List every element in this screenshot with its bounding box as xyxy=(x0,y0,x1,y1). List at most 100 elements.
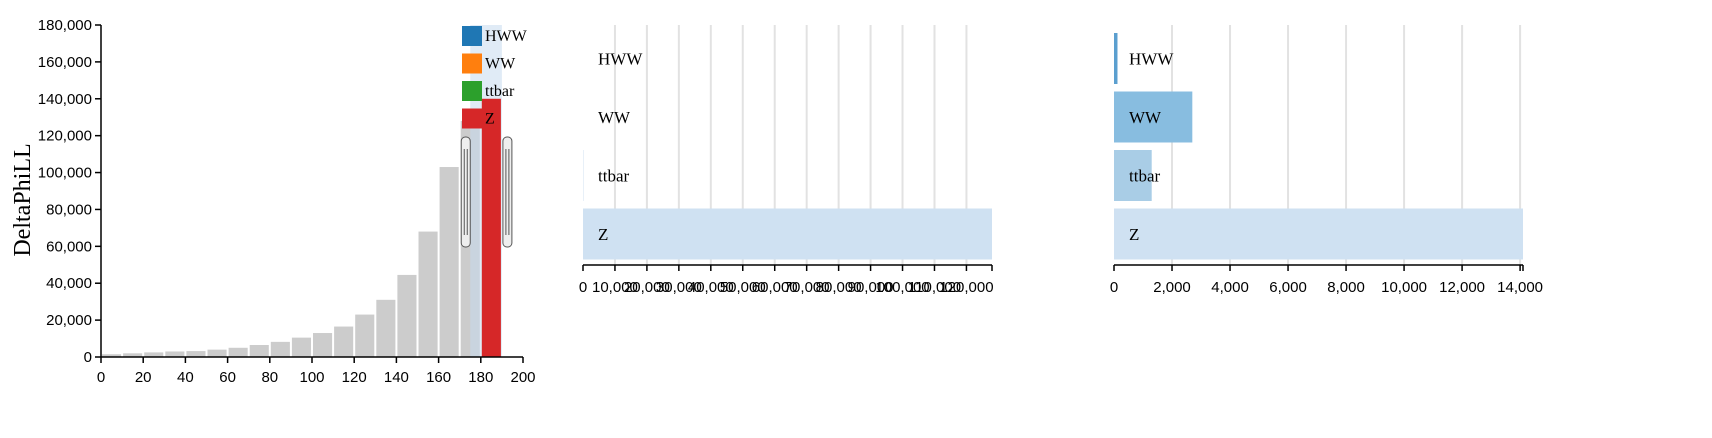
handle-body[interactable] xyxy=(502,136,513,248)
x-tick-label: 200 xyxy=(510,369,535,386)
y-tick-label: 60,000 xyxy=(46,238,92,255)
x-tick-label: 80 xyxy=(261,369,278,386)
category-label: Z xyxy=(598,225,608,244)
x-tick-label: 80,000 xyxy=(816,279,862,296)
category-label: WW xyxy=(598,108,631,127)
category-label: WW xyxy=(1129,108,1162,127)
x-tick-label: 100 xyxy=(299,369,324,386)
y-tick-label: 40,000 xyxy=(46,275,92,292)
bar xyxy=(1114,208,1523,260)
y-tick-label: 0 xyxy=(84,349,92,366)
x-tick-label: 6,000 xyxy=(1269,279,1307,296)
x-tick-label: 0 xyxy=(579,279,587,296)
x-tick-label: 180 xyxy=(468,369,493,386)
histogram-bars xyxy=(102,120,480,358)
histogram-bar xyxy=(249,345,269,357)
brush-handle-left[interactable] xyxy=(460,136,471,248)
histogram-bar xyxy=(418,231,438,357)
x-tick-label: 20,000 xyxy=(624,279,670,296)
legend-swatch xyxy=(462,108,482,129)
bar xyxy=(1114,150,1152,201)
x-tick-label: 160 xyxy=(426,369,451,386)
legend-label: WW xyxy=(485,56,516,73)
x-tick-label: 0 xyxy=(97,369,105,386)
category-label: Z xyxy=(1129,225,1139,244)
histogram-chart: DeltaPhiLL 0 20,000 40,000 60,000 80,000 100,… xyxy=(10,17,536,386)
selected-bar xyxy=(481,98,501,358)
selected-bar-group xyxy=(481,98,501,358)
x-tick-label: 40,000 xyxy=(688,279,734,296)
y-tick-label: 120,000 xyxy=(38,128,92,145)
x-axis: 0 2,000 4,000 6,000 8,000 10,000 12,000 14,000 xyxy=(1110,264,1543,296)
x-tick-label: 70,000 xyxy=(784,279,830,296)
histogram-bar xyxy=(186,351,206,357)
y-axis: 0 20,000 40,000 60,000 80,000 100,000 120,000 1… xyxy=(38,17,102,366)
category-label: ttbar xyxy=(1129,167,1160,186)
legend-swatch xyxy=(462,81,482,101)
x-tick-label: 110,000 xyxy=(908,279,961,296)
histogram-bar xyxy=(165,351,185,357)
y-tick-label: 140,000 xyxy=(38,91,92,108)
x-axis: 0 10,00020,00030,00040,00050,00060,00070,… xyxy=(579,264,994,296)
handle-body[interactable] xyxy=(460,136,471,248)
x-tick-label: 50,000 xyxy=(720,279,766,296)
histogram-bar xyxy=(313,333,333,357)
legend-label: HWW xyxy=(485,28,528,45)
histogram-bar xyxy=(355,314,375,357)
x-tick-label: 60 xyxy=(219,369,236,386)
x-tick-label: 10,000 xyxy=(1381,279,1427,296)
histogram-bar xyxy=(291,337,311,357)
x-tick-label: 0 xyxy=(1110,279,1118,296)
x-tick-label: 20 xyxy=(135,369,152,386)
x-tick-label: 30,000 xyxy=(656,279,702,296)
bar xyxy=(1114,91,1193,143)
legend: HWW WW ttbar Z xyxy=(462,26,528,129)
y-tick-label: 20,000 xyxy=(46,312,92,329)
histogram-bar xyxy=(123,353,143,357)
histogram-bar xyxy=(144,352,164,357)
bar xyxy=(583,208,992,260)
histogram-bar xyxy=(270,341,290,357)
horizontal-bar-chart-1: HWW WW ttbar Z 0 10,00020,00030,00040,00050,… xyxy=(579,25,994,296)
category-labels: HWW WW ttbar Z xyxy=(598,50,643,245)
legend-swatch xyxy=(462,53,482,74)
x-tick-label: 4,000 xyxy=(1211,279,1249,296)
x-tick-label: 40 xyxy=(177,369,194,386)
category-labels: HWW WW ttbar Z xyxy=(1129,50,1174,245)
histogram-bar xyxy=(376,299,396,357)
x-tick-label: 12,000 xyxy=(1439,279,1485,296)
histogram-bar xyxy=(334,326,354,357)
x-tick-label: 2,000 xyxy=(1153,279,1191,296)
x-tick-label: 8,000 xyxy=(1327,279,1365,296)
bar xyxy=(1114,33,1118,84)
x-tick-label: 14,000 xyxy=(1497,279,1543,296)
bars xyxy=(1114,33,1523,260)
category-label: ttbar xyxy=(598,167,629,186)
histogram-bar xyxy=(397,274,417,357)
x-axis: 0 20 40 60 80 100 120 140 160 180 200 xyxy=(97,356,536,386)
histogram-bar xyxy=(228,347,248,357)
x-tick-label: 120,000 xyxy=(939,279,993,296)
legend-label: Z xyxy=(485,111,495,128)
horizontal-bar-chart-2: HWW WW ttbar Z 0 2,000 4,000 6,000 8,000 10,000 1… xyxy=(1110,25,1543,296)
legend-swatch xyxy=(462,26,482,46)
histogram-bar xyxy=(439,167,459,357)
y-axis-label: DeltaPhiLL xyxy=(10,143,36,256)
y-tick-label: 80,000 xyxy=(46,201,92,218)
histogram-bar xyxy=(102,354,122,357)
category-label: HWW xyxy=(598,50,643,69)
x-tick-label: 120 xyxy=(342,369,367,386)
bars xyxy=(583,150,992,260)
brush-handle-right[interactable] xyxy=(502,136,513,248)
x-tick-label: 10,000 xyxy=(592,279,638,296)
y-tick-label: 180,000 xyxy=(38,17,92,34)
legend-label: ttbar xyxy=(485,83,515,100)
histogram-bar xyxy=(207,349,227,357)
x-tick-label: 140 xyxy=(384,369,409,386)
category-label: HWW xyxy=(1129,50,1174,69)
x-tick-label: 90,000 xyxy=(848,279,894,296)
x-tick-label: 60,000 xyxy=(752,279,798,296)
x-tick-label: 100,000 xyxy=(875,279,929,296)
y-tick-label: 160,000 xyxy=(38,54,92,71)
